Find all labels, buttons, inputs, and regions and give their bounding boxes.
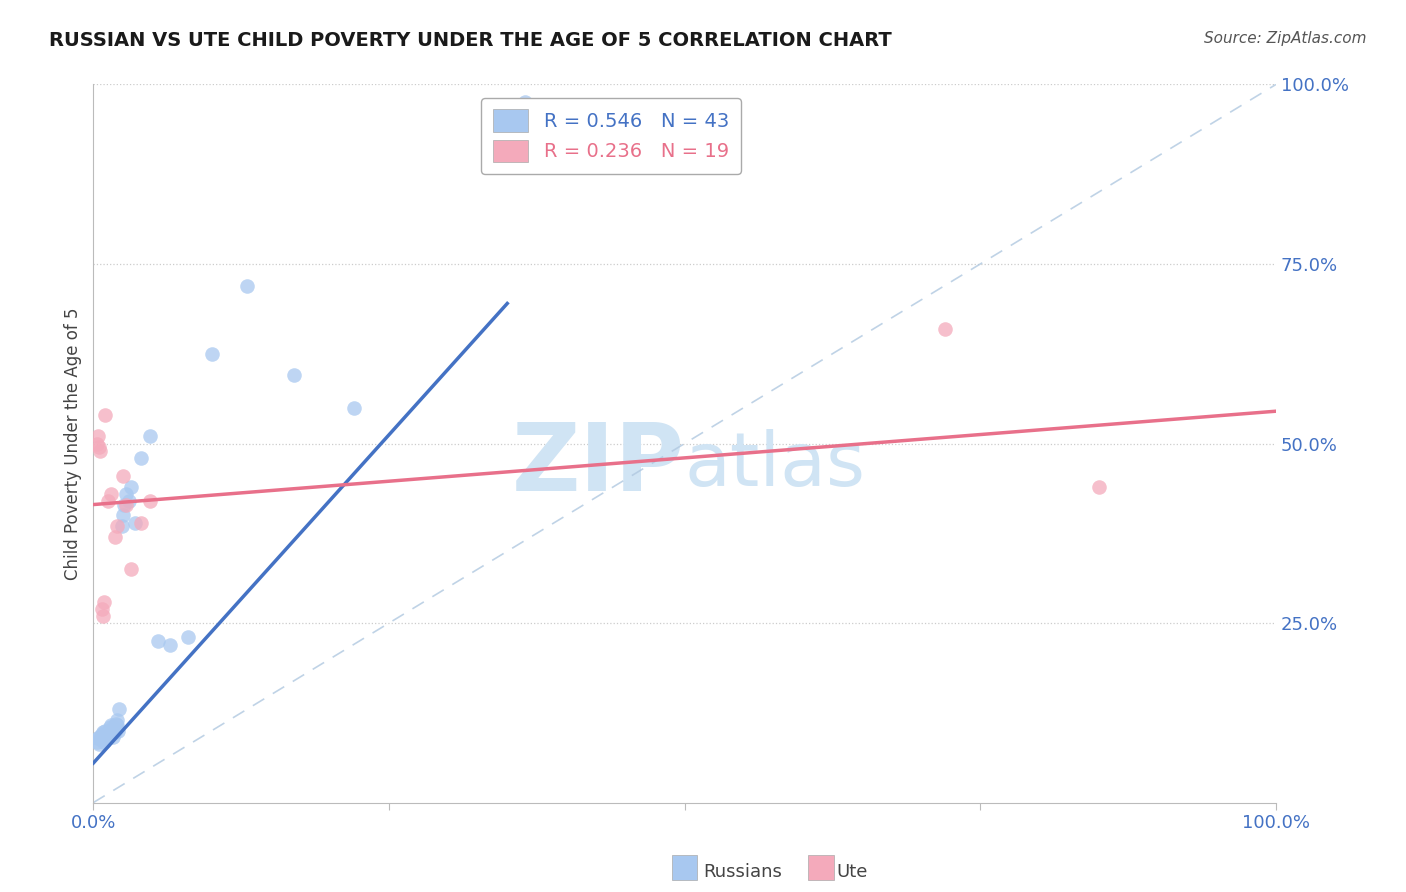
Point [89,443,111,458]
Point [107,723,129,738]
Point [118,494,141,508]
Point [148,634,170,648]
Point [159,638,181,652]
Point [93,594,115,608]
Point [112,498,135,512]
Point [98,720,121,734]
Point [105,519,128,533]
Text: Source: ZipAtlas.com: Source: ZipAtlas.com [1204,31,1367,46]
Point [91,608,114,623]
Point [103,730,125,744]
Point [124,516,146,530]
Point [101,723,124,738]
Point [177,631,200,645]
Text: RUSSIAN VS UTE CHILD POVERTY UNDER THE AGE OF 5 CORRELATION CHART: RUSSIAN VS UTE CHILD POVERTY UNDER THE A… [49,31,891,50]
Legend: R = 0.546   N = 43, R = 0.236   N = 19: R = 0.546 N = 43, R = 0.236 N = 19 [481,98,741,174]
Point [89,737,111,751]
Point [90,601,112,615]
Text: Ute: Ute [837,863,868,881]
Point [96,727,118,741]
Point [96,494,118,508]
Point [87,731,110,745]
Text: Russians: Russians [703,863,782,881]
Point [94,408,117,422]
Point [120,480,142,494]
Point [139,494,162,508]
Point [108,702,131,716]
Point [1087,480,1109,494]
Point [93,734,115,748]
Point [111,519,134,533]
Point [200,347,222,361]
Point [115,498,138,512]
Point [236,278,259,293]
Text: atlas: atlas [685,428,866,501]
Y-axis label: Child Poverty Under the Age of 5: Child Poverty Under the Age of 5 [65,307,82,580]
Point [89,730,111,744]
Point [91,725,114,739]
Point [115,487,138,501]
Point [94,723,117,738]
Point [96,732,118,747]
Point [513,95,536,110]
Point [111,468,134,483]
Point [105,718,128,732]
Point [94,730,117,744]
Point [120,562,142,576]
Point [104,716,127,731]
Point [89,440,111,454]
Point [283,368,305,383]
Point [342,401,364,415]
Point [97,723,120,738]
Point [90,727,112,741]
Point [129,516,152,530]
Point [104,725,127,739]
Point [100,725,122,739]
Point [105,713,128,727]
Point [104,530,127,544]
Point [91,731,114,745]
Point [87,429,110,443]
Point [86,436,108,450]
Point [100,718,122,732]
Point [103,720,125,734]
Text: ZIP: ZIP [512,419,685,511]
Point [100,487,122,501]
Point [86,734,108,748]
Point [129,450,152,465]
Point [111,508,134,523]
Point [934,321,956,335]
Point [89,732,111,747]
Point [139,429,162,443]
